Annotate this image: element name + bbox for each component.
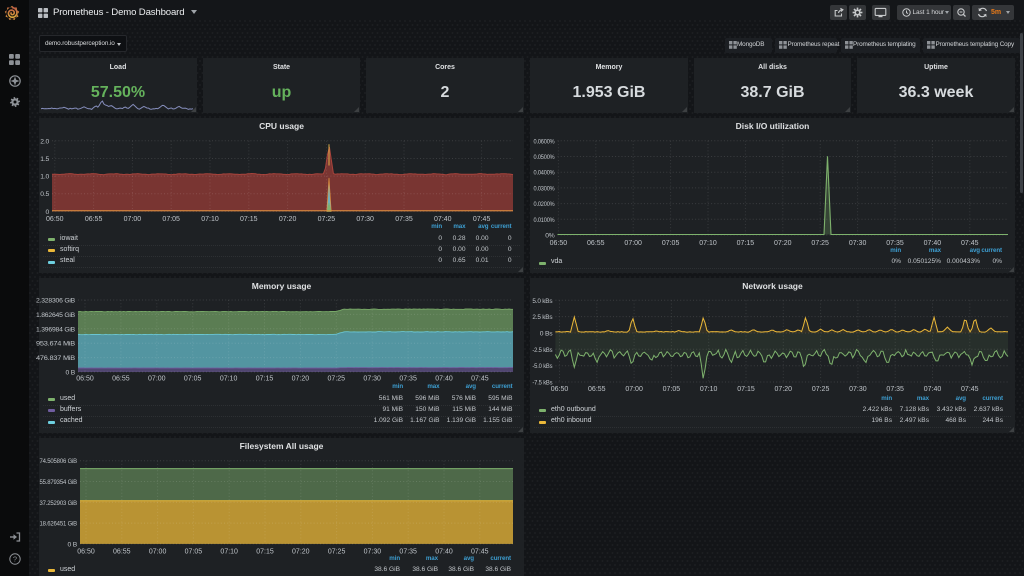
- svg-text:07:05: 07:05: [184, 375, 202, 382]
- svg-text:07:40: 07:40: [924, 386, 942, 393]
- svg-text:-2.5 kBs: -2.5 kBs: [532, 347, 553, 354]
- svg-text:07:25: 07:25: [328, 375, 346, 382]
- svg-text:06:55: 06:55: [587, 240, 605, 247]
- svg-text:07:45: 07:45: [473, 216, 491, 223]
- svg-text:07:20: 07:20: [279, 216, 297, 223]
- svg-text:07:20: 07:20: [775, 386, 793, 393]
- svg-text:07:00: 07:00: [624, 240, 642, 247]
- svg-text:07:40: 07:40: [435, 375, 453, 382]
- svg-text:07:30: 07:30: [849, 386, 867, 393]
- svg-text:07:05: 07:05: [662, 240, 680, 247]
- svg-text:07:20: 07:20: [292, 549, 310, 556]
- svg-text:06:50: 06:50: [46, 216, 64, 223]
- svg-text:18.626451 GiB: 18.626451 GiB: [40, 521, 78, 528]
- svg-text:0.0200%: 0.0200%: [534, 201, 555, 208]
- svg-text:07:30: 07:30: [356, 216, 374, 223]
- svg-text:06:50: 06:50: [77, 549, 95, 556]
- svg-text:07:30: 07:30: [364, 549, 382, 556]
- svg-text:07:00: 07:00: [124, 216, 142, 223]
- svg-text:07:45: 07:45: [471, 549, 489, 556]
- svg-text:06:55: 06:55: [85, 216, 103, 223]
- svg-text:07:45: 07:45: [961, 386, 979, 393]
- svg-text:-7.5 kBs: -7.5 kBs: [532, 380, 553, 387]
- svg-text:07:20: 07:20: [292, 375, 310, 382]
- svg-text:74.505806 GiB: 74.505806 GiB: [40, 458, 78, 465]
- svg-text:2.5 kBs: 2.5 kBs: [532, 314, 553, 321]
- svg-text:07:15: 07:15: [256, 549, 274, 556]
- svg-text:1.862645 GiB: 1.862645 GiB: [36, 312, 76, 319]
- svg-text:37.252903 GiB: 37.252903 GiB: [40, 500, 78, 507]
- svg-text:06:50: 06:50: [550, 240, 568, 247]
- svg-text:06:50: 06:50: [76, 375, 94, 382]
- svg-text:0 Bs: 0 Bs: [540, 331, 553, 338]
- svg-text:07:45: 07:45: [471, 375, 489, 382]
- svg-text:07:30: 07:30: [363, 375, 381, 382]
- svg-text:07:35: 07:35: [399, 375, 417, 382]
- svg-text:476.837 MiB: 476.837 MiB: [36, 355, 76, 362]
- svg-text:0.0400%: 0.0400%: [534, 170, 555, 177]
- svg-text:0.0100%: 0.0100%: [534, 217, 555, 224]
- svg-text:07:35: 07:35: [399, 549, 417, 556]
- svg-text:0.0500%: 0.0500%: [534, 154, 555, 161]
- svg-text:2.0: 2.0: [40, 138, 49, 145]
- svg-text:07:40: 07:40: [924, 240, 942, 247]
- svg-text:?: ?: [13, 555, 17, 564]
- svg-text:07:35: 07:35: [395, 216, 413, 223]
- svg-text:07:15: 07:15: [737, 386, 755, 393]
- svg-text:07:05: 07:05: [663, 386, 681, 393]
- svg-text:07:25: 07:25: [318, 216, 336, 223]
- svg-text:07:25: 07:25: [328, 549, 346, 556]
- svg-text:0.0600%: 0.0600%: [534, 138, 555, 145]
- svg-text:1.396984 GiB: 1.396984 GiB: [36, 326, 76, 333]
- svg-text:0.5: 0.5: [40, 191, 49, 198]
- svg-text:07:25: 07:25: [811, 240, 829, 247]
- svg-text:07:35: 07:35: [886, 240, 904, 247]
- svg-text:07:15: 07:15: [240, 216, 258, 223]
- svg-text:5.0 kBs: 5.0 kBs: [532, 298, 553, 305]
- svg-text:07:10: 07:10: [699, 240, 717, 247]
- svg-text:06:50: 06:50: [551, 386, 569, 393]
- svg-text:07:40: 07:40: [434, 216, 452, 223]
- svg-text:953.674 MiB: 953.674 MiB: [36, 341, 76, 348]
- svg-text:0 B: 0 B: [66, 370, 76, 377]
- svg-text:07:25: 07:25: [812, 386, 830, 393]
- svg-text:06:55: 06:55: [112, 375, 130, 382]
- svg-text:07:15: 07:15: [256, 375, 274, 382]
- svg-text:1.5: 1.5: [40, 156, 49, 163]
- svg-text:06:55: 06:55: [588, 386, 606, 393]
- svg-text:07:30: 07:30: [849, 240, 867, 247]
- svg-text:07:10: 07:10: [201, 216, 219, 223]
- svg-text:07:00: 07:00: [148, 375, 166, 382]
- svg-text:07:05: 07:05: [185, 549, 203, 556]
- svg-text:0: 0: [45, 209, 49, 216]
- svg-text:07:10: 07:10: [700, 386, 718, 393]
- svg-text:0 B: 0 B: [68, 541, 78, 548]
- svg-text:07:15: 07:15: [737, 240, 755, 247]
- svg-text:2.328306 GiB: 2.328306 GiB: [36, 298, 76, 305]
- svg-text:07:45: 07:45: [961, 240, 979, 247]
- svg-text:07:00: 07:00: [625, 386, 643, 393]
- svg-text:07:10: 07:10: [220, 549, 238, 556]
- svg-text:-5.0 kBs: -5.0 kBs: [532, 363, 553, 370]
- svg-text:1.0: 1.0: [40, 174, 49, 181]
- svg-text:0%: 0%: [545, 233, 555, 240]
- svg-text:07:10: 07:10: [220, 375, 238, 382]
- svg-text:07:20: 07:20: [774, 240, 792, 247]
- svg-text:55.879354 GiB: 55.879354 GiB: [40, 479, 78, 486]
- svg-text:07:40: 07:40: [435, 549, 453, 556]
- svg-text:07:35: 07:35: [886, 386, 904, 393]
- svg-text:07:00: 07:00: [149, 549, 167, 556]
- svg-text:07:05: 07:05: [162, 216, 180, 223]
- svg-text:06:55: 06:55: [113, 549, 131, 556]
- svg-text:0.0300%: 0.0300%: [534, 185, 555, 192]
